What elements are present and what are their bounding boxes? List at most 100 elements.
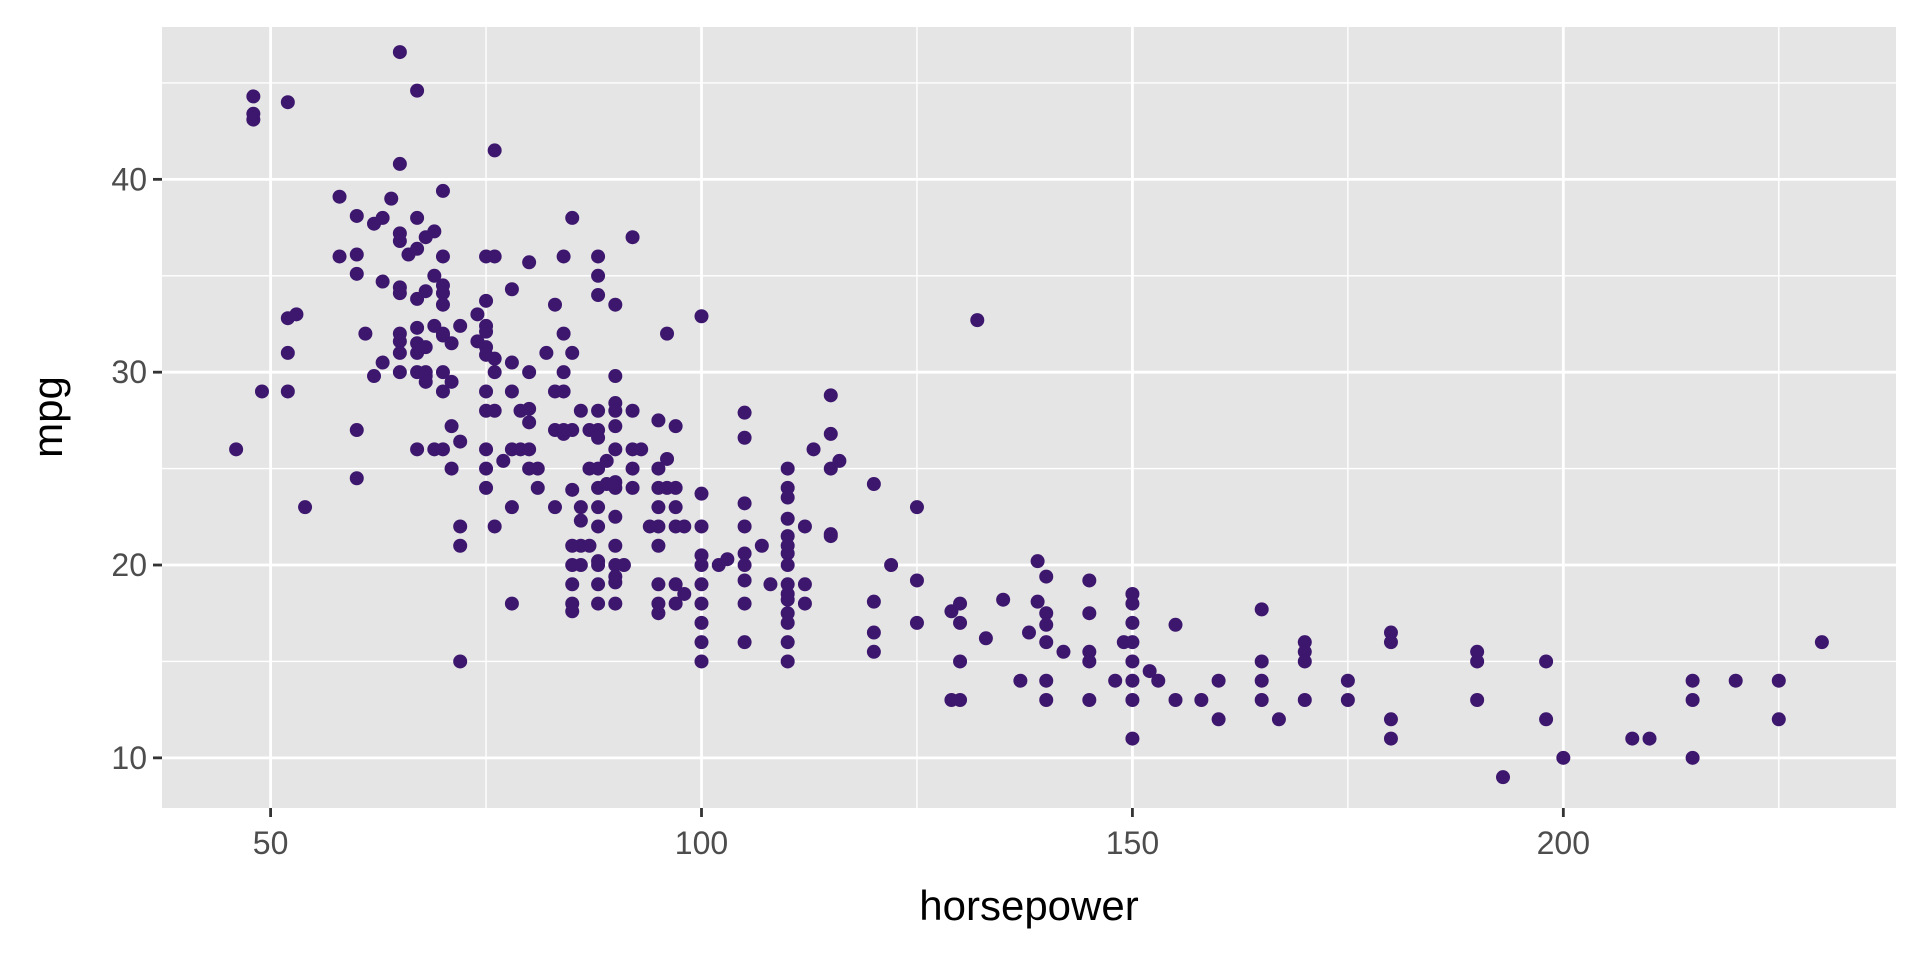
data-point [479, 480, 494, 495]
data-point [591, 430, 606, 445]
data-point [737, 573, 752, 588]
data-point [608, 480, 623, 495]
data-point [1470, 693, 1485, 708]
data-point [280, 345, 295, 360]
data-point [866, 594, 881, 609]
data-point [797, 519, 812, 534]
data-point [1125, 615, 1140, 630]
data-point [1685, 750, 1700, 765]
data-point [435, 183, 450, 198]
data-point [780, 461, 795, 476]
data-point [1030, 594, 1045, 609]
data-point [1151, 673, 1166, 688]
data-point [556, 384, 571, 399]
data-point [608, 403, 623, 418]
data-point [1383, 635, 1398, 650]
data-point [1254, 693, 1269, 708]
data-point [694, 519, 709, 534]
data-point [1125, 693, 1140, 708]
data-point [737, 430, 752, 445]
data-point [435, 442, 450, 457]
data-point [651, 519, 666, 534]
data-point [1039, 673, 1054, 688]
data-point [479, 442, 494, 457]
data-point [349, 471, 364, 486]
data-point [487, 365, 502, 380]
data-point [1539, 712, 1554, 727]
data-point [953, 596, 968, 611]
data-point [487, 351, 502, 366]
data-point [418, 284, 433, 299]
data-point [677, 586, 692, 601]
data-point [1168, 693, 1183, 708]
data-point [547, 500, 562, 515]
data-point [591, 596, 606, 611]
data-point [435, 297, 450, 312]
data-point [410, 210, 425, 225]
data-point [866, 644, 881, 659]
data-point [479, 384, 494, 399]
data-point [591, 558, 606, 573]
data-point [625, 403, 640, 418]
data-point [1496, 770, 1511, 785]
data-point [565, 345, 580, 360]
y-tick-labels: 10 20 30 40 [111, 161, 147, 776]
data-point [573, 513, 588, 528]
data-point [573, 558, 588, 573]
data-point [754, 538, 769, 553]
data-point [565, 604, 580, 619]
data-point [392, 156, 407, 171]
data-point [1297, 693, 1312, 708]
data-point [651, 596, 666, 611]
data-point [522, 442, 537, 457]
data-point [1254, 673, 1269, 688]
data-point [229, 442, 244, 457]
data-point [1013, 673, 1028, 688]
data-point [453, 318, 468, 333]
data-point [694, 486, 709, 501]
data-point [1125, 586, 1140, 601]
data-point [444, 374, 459, 389]
data-point [453, 654, 468, 669]
data-point [565, 482, 580, 497]
data-point [1039, 606, 1054, 621]
y-axis-title: mpg [24, 376, 71, 458]
axis-ticks [153, 177, 1565, 817]
data-point [453, 519, 468, 534]
data-point [591, 500, 606, 515]
data-point [1771, 673, 1786, 688]
y-tick-label: 20 [111, 547, 147, 583]
data-point [522, 415, 537, 430]
data-point [418, 340, 433, 355]
data-point [634, 442, 649, 457]
data-point [780, 480, 795, 495]
data-point [780, 615, 795, 630]
data-point [1211, 712, 1226, 727]
data-point [547, 297, 562, 312]
data-point [487, 143, 502, 158]
data-point [573, 500, 588, 515]
data-point [737, 558, 752, 573]
data-point [608, 509, 623, 524]
data-point [591, 268, 606, 283]
x-tick-label: 50 [253, 825, 289, 861]
data-point [582, 538, 597, 553]
data-point [1125, 596, 1140, 611]
data-point [444, 336, 459, 351]
data-point [625, 230, 640, 245]
data-point [651, 413, 666, 428]
data-point [332, 249, 347, 264]
data-points [229, 45, 1829, 785]
data-point [1211, 673, 1226, 688]
data-point [1539, 654, 1554, 669]
x-tick-label: 100 [675, 825, 728, 861]
data-point [651, 500, 666, 515]
data-point [953, 654, 968, 669]
data-point [1125, 731, 1140, 746]
data-point [823, 388, 838, 403]
data-point [280, 95, 295, 110]
data-point [737, 519, 752, 534]
data-point [668, 500, 683, 515]
data-point [556, 249, 571, 264]
